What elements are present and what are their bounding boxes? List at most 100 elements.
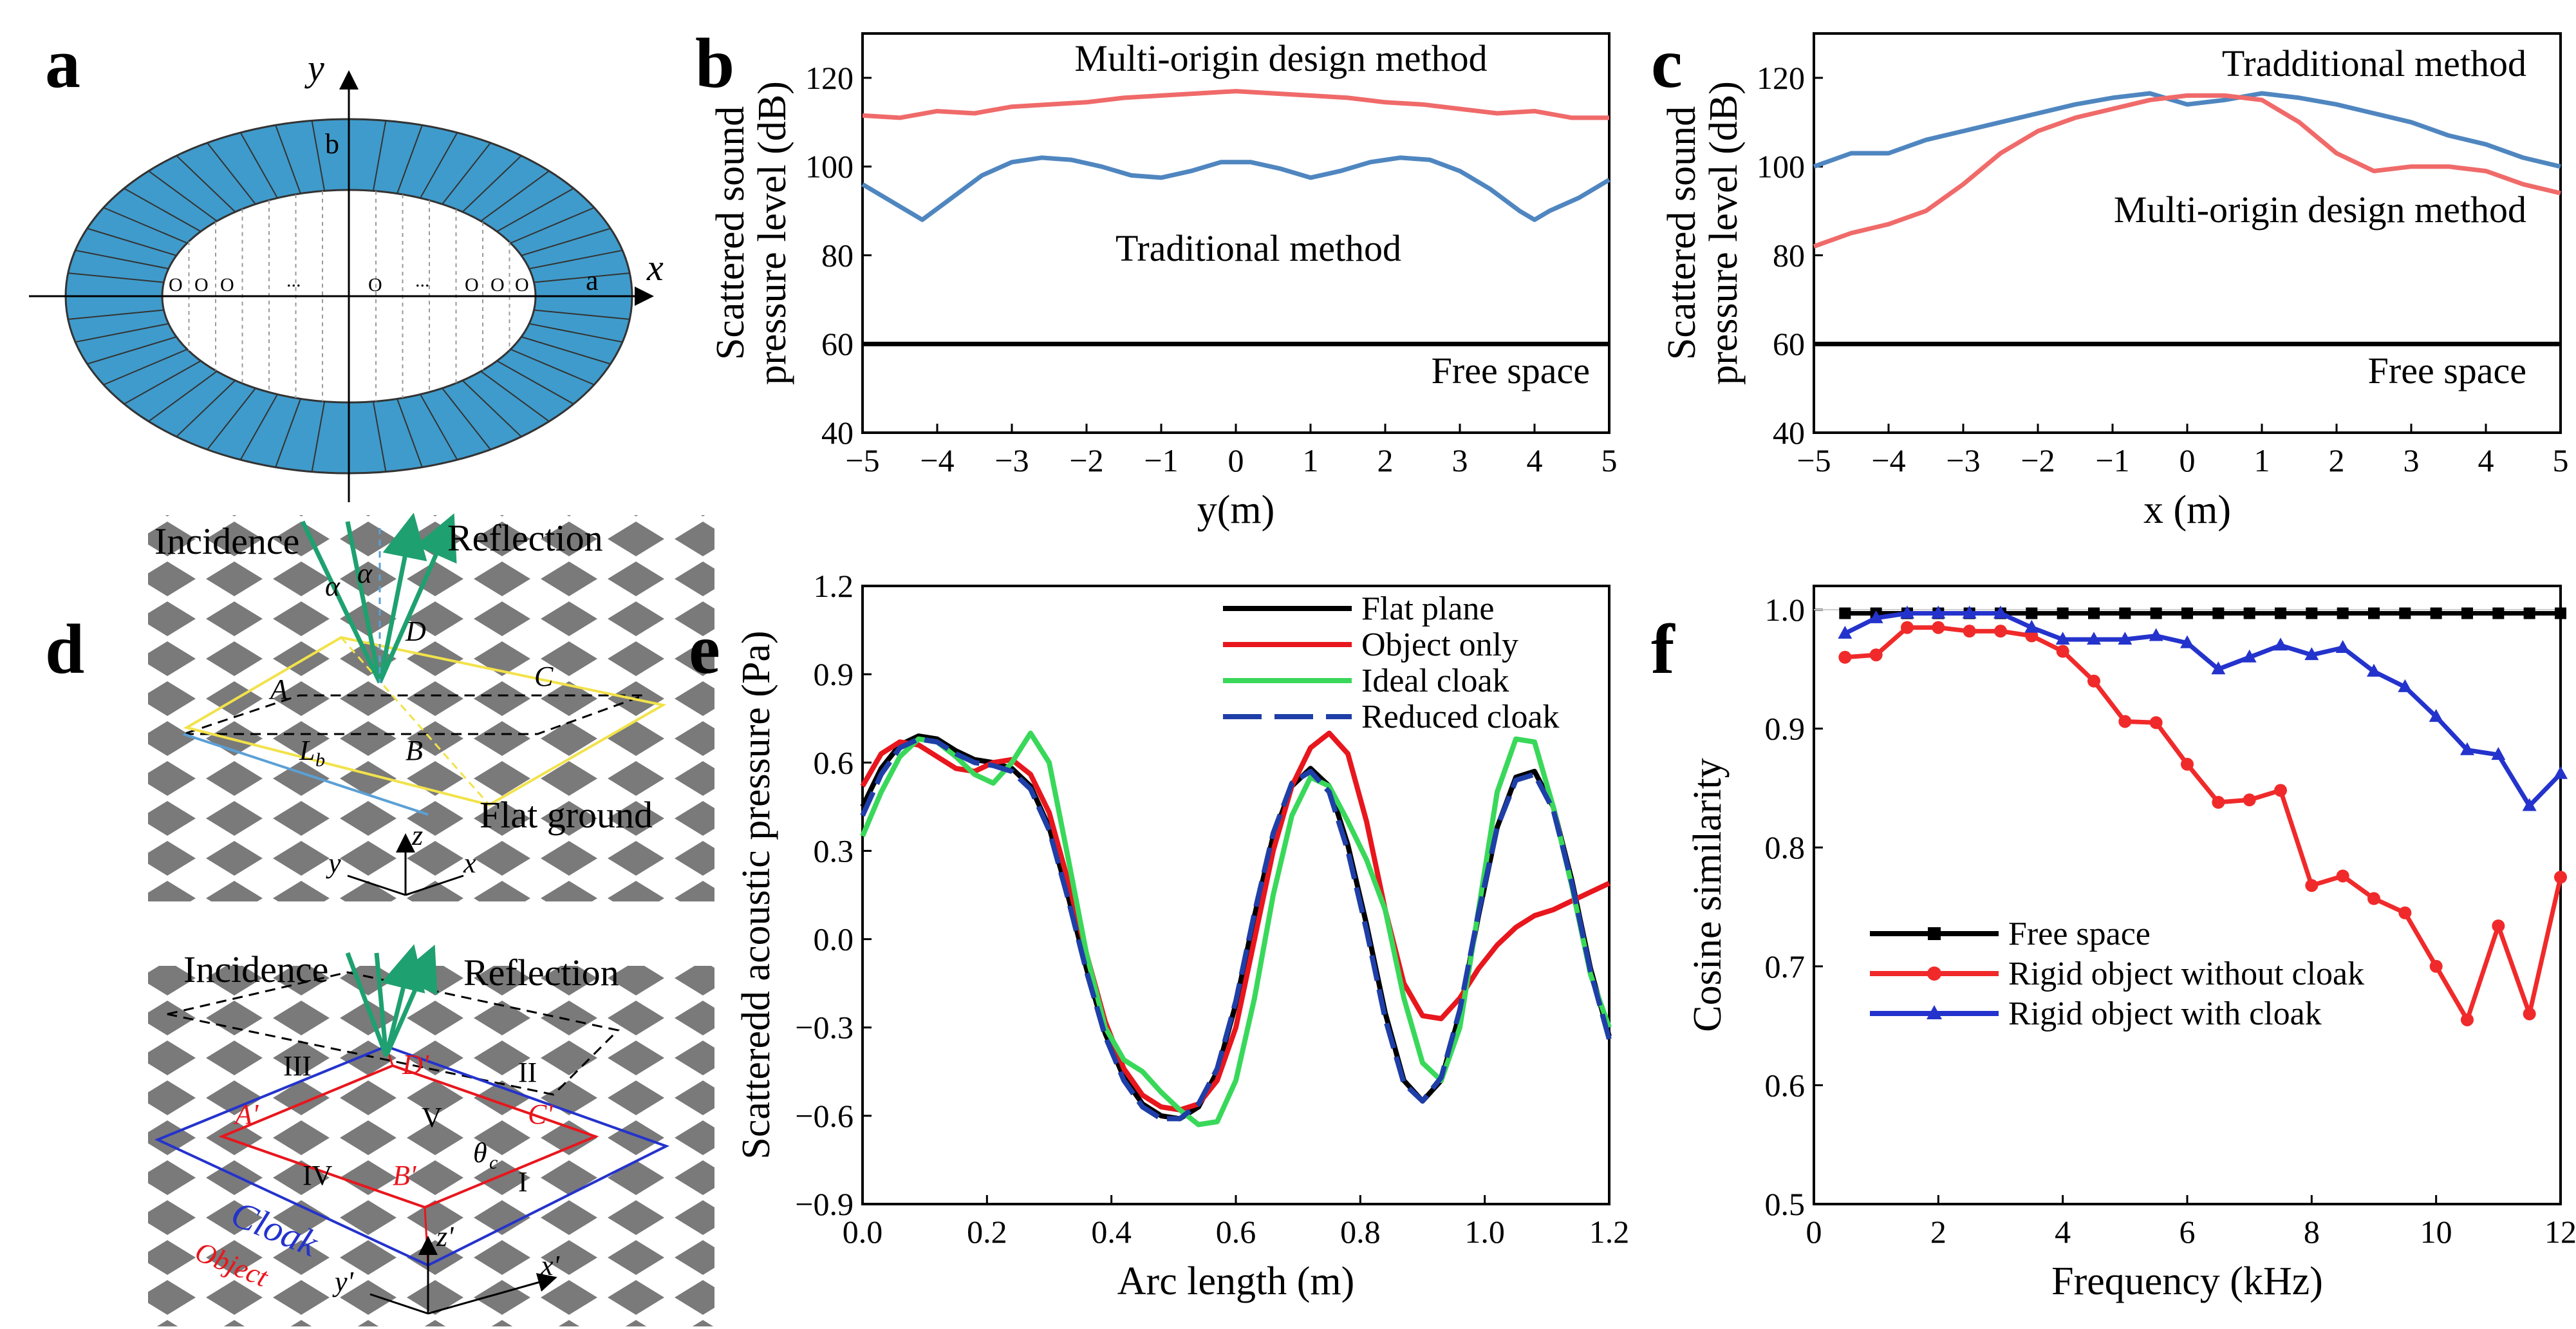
legend-label: Ideal cloak	[1361, 663, 1509, 699]
x-tick-label: −5	[1797, 442, 1831, 478]
point-A-prime: A'	[233, 1098, 259, 1130]
data-point-rigid-object-with-cloak	[2460, 742, 2474, 755]
region-III: III	[283, 1050, 312, 1082]
data-point-rigid-object-with-cloak	[2429, 709, 2443, 722]
x-tick-label: 1	[1303, 442, 1319, 478]
shell-segment	[397, 399, 423, 467]
y-tick-label: 0.5	[1765, 1186, 1806, 1222]
y-tick-label: 60	[1773, 326, 1805, 362]
panel-a: a y x b a O O O ... O ... O O O	[29, 24, 664, 502]
shell-segment	[239, 132, 278, 199]
data-point-free-space	[2212, 607, 2225, 619]
axis-y2-label: y'	[332, 1266, 355, 1297]
shell-segment	[480, 170, 550, 222]
y-tick-label: 80	[1773, 237, 1805, 273]
x-tick-label: 5	[2553, 442, 2569, 478]
annotation-multi-origin-design-method: Multi-origin design method	[1074, 37, 1487, 79]
theta-label: θ	[473, 1137, 487, 1169]
y-tick-label: 60	[821, 326, 854, 362]
legend-label: Rigid object without cloak	[2008, 956, 2364, 992]
y-tick-label: 0.8	[1765, 829, 1806, 865]
data-point-rigid-object-with-cloak	[2149, 628, 2163, 641]
x-tick-label: 4	[2055, 1214, 2071, 1250]
data-point-rigid-object-without-cloak	[1838, 650, 1852, 664]
y-tick-label: 100	[1757, 149, 1805, 185]
origin-dots-left: ...	[286, 270, 301, 291]
series-line-object-only	[860, 730, 1610, 1113]
x-tick-label: 0.8	[1340, 1214, 1381, 1250]
data-point-rigid-object-with-cloak	[2553, 766, 2568, 779]
x-tick-label: −5	[845, 442, 879, 478]
shell-segment	[442, 388, 491, 450]
legend-label: Free space	[2008, 916, 2151, 952]
data-point-rigid-object-without-cloak	[2461, 1013, 2474, 1026]
x-tick-label: 1	[2254, 442, 2270, 478]
shell-segment	[462, 380, 522, 437]
x-tick-label: 1.0	[1464, 1214, 1505, 1250]
y-tick-label: 120	[805, 60, 854, 96]
x-tick-label: 8	[2304, 1214, 2320, 1250]
y-tick-label: 100	[805, 149, 854, 185]
data-point-rigid-object-without-cloak	[2274, 784, 2287, 797]
incidence-ray-3	[345, 952, 389, 1057]
data-point-free-space	[2057, 607, 2069, 619]
x-tick-label: 12	[2544, 1214, 2576, 1250]
panel-a-y-label: y	[304, 47, 324, 89]
yellow-square-flat	[183, 636, 667, 807]
y-tick-label: 0.7	[1765, 948, 1806, 985]
data-point-rigid-object-with-cloak	[2398, 679, 2413, 692]
data-point-free-space	[2337, 607, 2349, 619]
incidence-ray-1	[300, 520, 382, 684]
series-line-multi-origin-design-method	[1813, 93, 2561, 249]
shell-segment	[275, 399, 301, 467]
reflection-label: Reflection	[447, 517, 603, 559]
origin-label-n: O	[515, 274, 529, 296]
point-A: A	[268, 674, 288, 705]
origin-label-2: O	[194, 274, 209, 296]
y-tick-label: 40	[821, 415, 854, 451]
plot-frame	[1813, 585, 2562, 1205]
axis-z2-label: z'	[436, 1221, 454, 1252]
shell-segment	[510, 207, 595, 244]
annotation-free-space: Free space	[2368, 350, 2526, 391]
data-point-rigid-object-without-cloak	[2429, 959, 2443, 973]
region-I: I	[518, 1166, 528, 1198]
data-point-free-space	[2461, 607, 2473, 619]
y-tick-label: 0.6	[814, 744, 854, 780]
data-point-rigid-object-without-cloak	[2056, 645, 2069, 658]
incidence-label-2: Incidence	[183, 948, 328, 990]
y-tick-label: 40	[1773, 415, 1805, 451]
x-tick-label: −4	[920, 442, 954, 478]
data-point-rigid-object-with-cloak	[2367, 663, 2381, 677]
y-tick-label: 1.0	[1765, 592, 1806, 628]
origin-label-center: O	[368, 274, 382, 296]
panel-letter-e: e	[689, 610, 720, 688]
data-point-rigid-object-without-cloak	[1869, 648, 1883, 662]
data-point-rigid-object-without-cloak	[1994, 625, 2007, 638]
shell-segment	[68, 272, 164, 283]
origin-label-n1: O	[490, 274, 505, 296]
x-axis-label: Frequency (kHz)	[2051, 1259, 2323, 1303]
y-axis-label-line2: pressure level (dB)	[751, 81, 794, 385]
data-point-free-space	[2368, 607, 2380, 619]
origin-label-1: O	[169, 274, 183, 296]
panel-letter-a: a	[45, 24, 80, 102]
shell-segment	[239, 393, 278, 460]
x-tick-label: −1	[2095, 442, 2129, 478]
annotation-traditional-method: Traditional method	[1115, 227, 1401, 269]
shell-segment	[87, 336, 177, 365]
data-point-free-space	[2523, 607, 2535, 619]
x-tick-label: 0	[1228, 442, 1244, 478]
checker-floor-top	[148, 515, 714, 901]
incidence-ray-4	[374, 952, 389, 1057]
x-tick-label: 0	[1806, 1214, 1822, 1250]
shell-segment	[420, 132, 458, 199]
panel-a-a-label: a	[586, 265, 599, 296]
theta-sub: c	[489, 1152, 498, 1173]
x-tick-label: 1.2	[1589, 1214, 1630, 1250]
x-tick-label: 5	[1601, 442, 1618, 478]
axis-y2-arrow	[369, 1293, 429, 1315]
reflection-ray-1	[377, 513, 427, 683]
x-tick-label: 0.0	[843, 1214, 883, 1250]
legend-label: Object only	[1361, 627, 1518, 663]
